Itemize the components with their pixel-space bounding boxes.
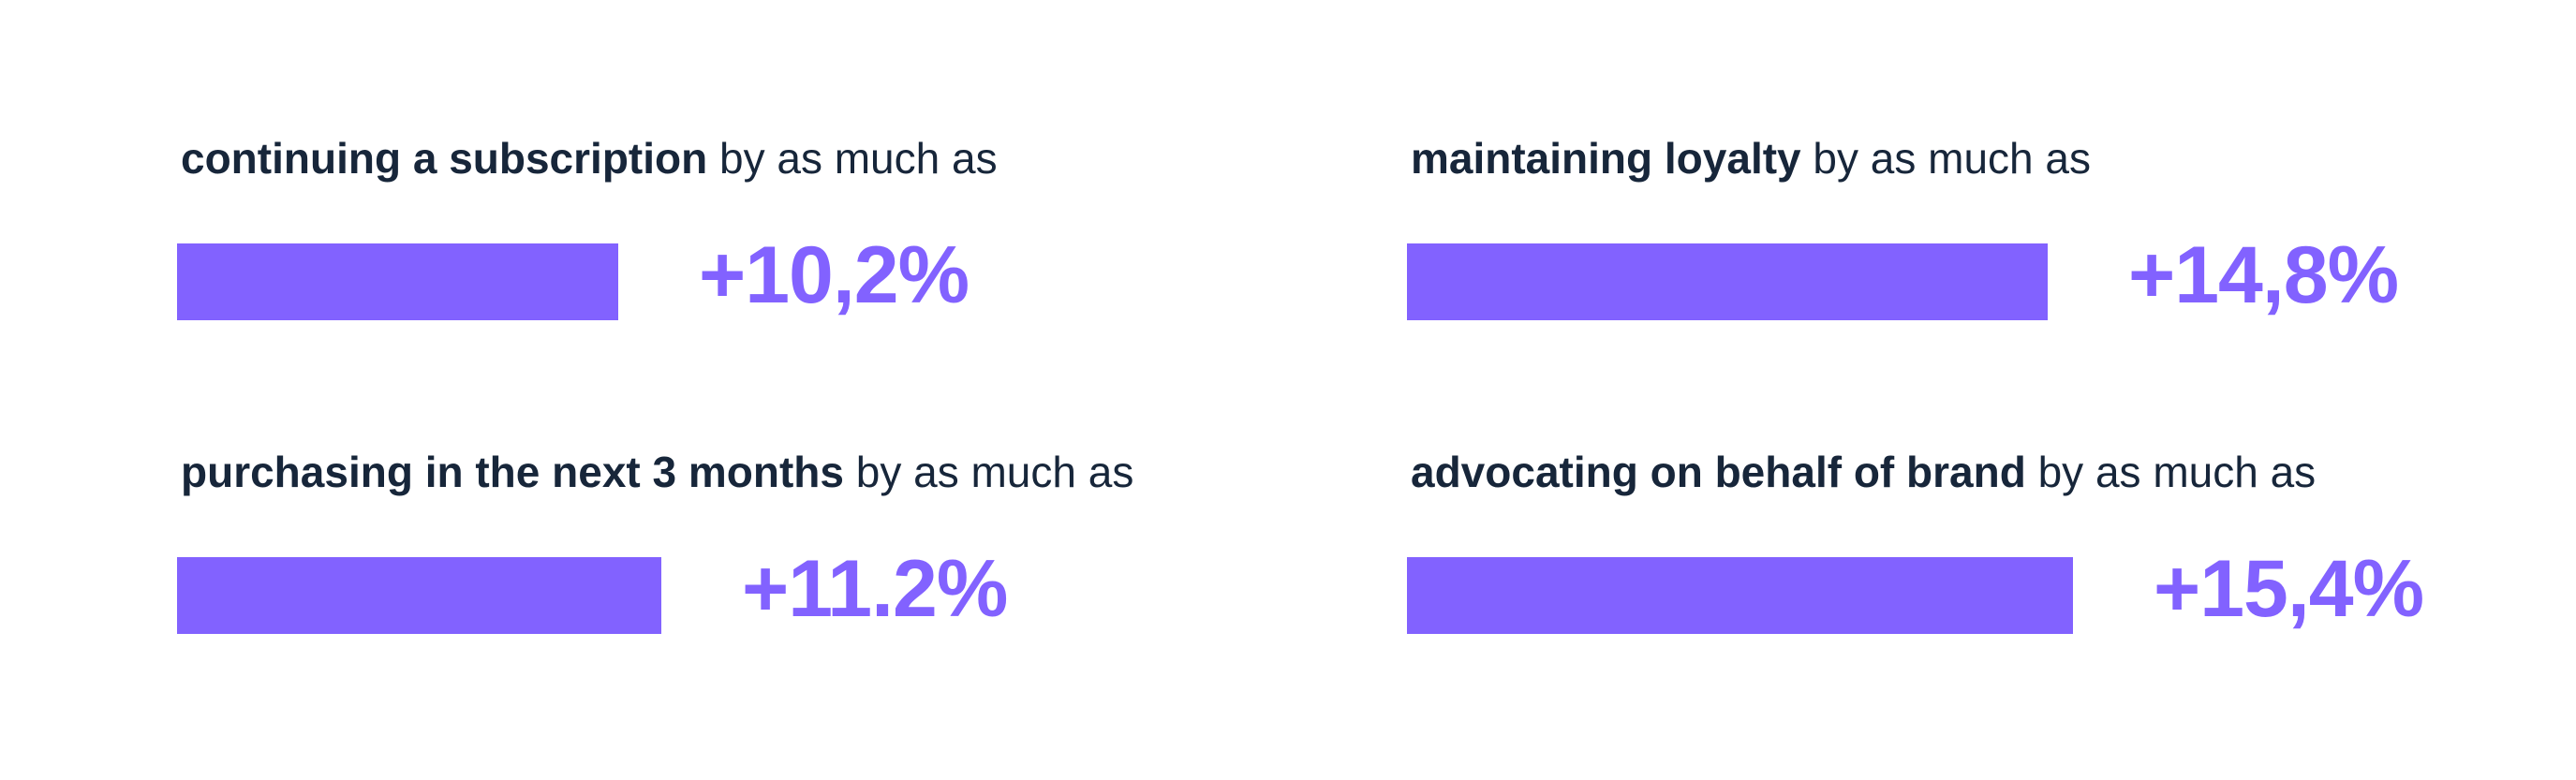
stat-caption-rest: by as much as bbox=[707, 134, 998, 183]
value-label-purchasing-next-3-months: +11.2% bbox=[742, 544, 1008, 634]
stat-caption-strong: continuing a subscription bbox=[181, 134, 708, 183]
stat-purchasing-next-3-months: purchasing in the next 3 months by as mu… bbox=[177, 435, 1395, 716]
stat-caption-strong: purchasing in the next 3 months bbox=[181, 448, 844, 496]
stat-caption: continuing a subscription by as much as bbox=[181, 137, 998, 180]
stat-continuing-subscription: continuing a subscription by as much as … bbox=[177, 122, 1395, 403]
stat-caption: advocating on behalf of brand by as much… bbox=[1411, 450, 2316, 493]
stat-maintaining-loyalty: maintaining loyalty by as much as +14,8% bbox=[1407, 122, 2576, 403]
stat-caption-strong: advocating on behalf of brand bbox=[1411, 448, 2026, 496]
stat-advocating-brand: advocating on behalf of brand by as much… bbox=[1407, 435, 2576, 716]
stat-caption-strong: maintaining loyalty bbox=[1411, 134, 1801, 183]
stat-caption: purchasing in the next 3 months by as mu… bbox=[181, 450, 1133, 493]
bar-purchasing-next-3-months bbox=[177, 557, 661, 634]
value-label-maintaining-loyalty: +14,8% bbox=[2128, 230, 2399, 320]
stat-caption-rest: by as much as bbox=[2025, 448, 2317, 496]
bar-advocating-brand bbox=[1407, 557, 2073, 634]
stat-caption-rest: by as much as bbox=[1800, 134, 2091, 183]
stat-caption: maintaining loyalty by as much as bbox=[1411, 137, 2091, 180]
bar-maintaining-loyalty bbox=[1407, 243, 2048, 320]
value-label-continuing-subscription: +10,2% bbox=[699, 230, 970, 320]
bar-continuing-subscription bbox=[177, 243, 618, 320]
stat-caption-rest: by as much as bbox=[843, 448, 1134, 496]
value-label-advocating-brand: +15,4% bbox=[2154, 544, 2424, 634]
